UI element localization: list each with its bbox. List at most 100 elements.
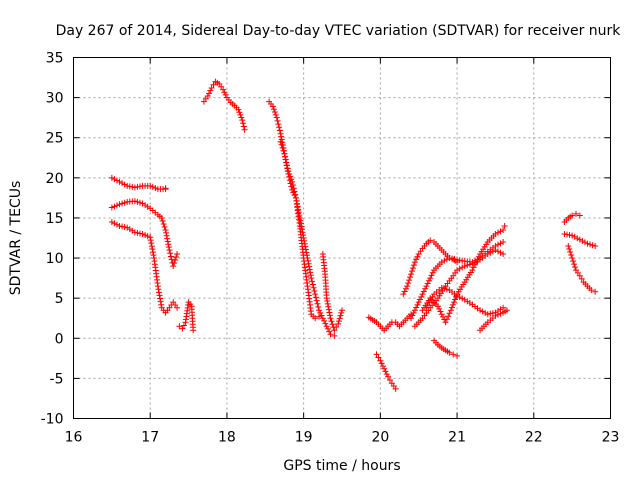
data-point xyxy=(494,229,501,236)
data-point xyxy=(282,156,289,163)
series-arc-19-9 xyxy=(365,311,415,334)
data-point xyxy=(567,249,574,256)
data-point xyxy=(581,239,588,246)
data-point xyxy=(418,293,425,300)
data-point xyxy=(204,93,211,100)
data-point xyxy=(400,291,407,298)
data-point xyxy=(409,312,416,319)
data-point xyxy=(277,138,284,145)
data-point xyxy=(323,323,330,330)
y-tick-label: 35 xyxy=(46,51,64,67)
x-tick-label: 21 xyxy=(448,430,466,446)
data-point xyxy=(576,212,583,219)
data-point xyxy=(315,307,322,314)
data-point xyxy=(149,249,156,256)
data-point xyxy=(450,351,457,358)
data-point xyxy=(410,262,417,269)
data-point xyxy=(456,257,463,264)
data-point xyxy=(291,188,298,195)
data-point xyxy=(286,171,293,178)
data-point xyxy=(131,184,138,191)
series-arc-steep-b xyxy=(277,138,322,322)
data-point xyxy=(210,81,217,88)
y-tick-label: 10 xyxy=(46,251,64,267)
data-point xyxy=(278,141,285,148)
data-point xyxy=(309,281,316,288)
data-point xyxy=(440,313,447,320)
data-point xyxy=(578,275,585,282)
data-point xyxy=(327,331,334,338)
data-point xyxy=(167,253,174,260)
data-point xyxy=(111,176,118,183)
data-point xyxy=(373,351,380,358)
data-point xyxy=(411,259,418,266)
data-point xyxy=(173,254,180,261)
data-point xyxy=(281,150,288,157)
data-point xyxy=(592,243,599,250)
grid-lines xyxy=(73,57,611,419)
data-point xyxy=(284,162,291,169)
data-point xyxy=(190,327,197,334)
data-point xyxy=(492,312,499,319)
series-arc-rise-a xyxy=(400,237,461,298)
data-point xyxy=(570,258,577,265)
data-point xyxy=(489,248,496,255)
data-point xyxy=(310,284,317,291)
y-tick-label: 5 xyxy=(55,291,64,307)
data-point xyxy=(423,283,430,290)
series-arc-low-left xyxy=(108,218,181,316)
data-point xyxy=(323,295,330,302)
x-tick-label: 16 xyxy=(65,430,83,446)
data-point xyxy=(319,315,326,322)
data-point xyxy=(276,127,283,134)
data-point xyxy=(142,232,149,239)
series-arc-17-4 xyxy=(176,299,197,334)
data-point xyxy=(589,242,596,249)
data-point xyxy=(438,311,445,318)
data-point xyxy=(405,280,412,287)
data-point xyxy=(155,286,162,293)
data-point xyxy=(285,168,292,175)
data-point xyxy=(492,230,499,237)
data-point xyxy=(325,306,332,313)
data-point xyxy=(386,376,393,383)
series-arc-22-5-low xyxy=(565,243,599,295)
data-point xyxy=(322,320,329,327)
data-point xyxy=(314,300,321,307)
data-point xyxy=(497,249,504,256)
y-tick-label: 30 xyxy=(46,91,64,107)
data-point xyxy=(271,109,278,116)
data-point xyxy=(308,275,315,282)
data-point xyxy=(584,240,591,247)
data-point xyxy=(451,256,458,263)
data-point xyxy=(500,226,507,233)
data-point xyxy=(587,241,594,248)
data-point xyxy=(413,304,420,311)
data-point xyxy=(336,315,343,322)
data-point xyxy=(164,238,171,245)
data-point xyxy=(442,319,449,326)
series-arc-22-5-mid xyxy=(561,230,599,250)
data-point xyxy=(482,309,489,316)
data-point xyxy=(312,315,319,322)
data-point xyxy=(576,236,583,243)
series-arc-dip xyxy=(431,337,461,359)
plot-frame xyxy=(73,57,611,419)
data-point xyxy=(437,308,444,315)
data-point xyxy=(381,365,388,372)
data-point xyxy=(113,221,120,228)
data-point xyxy=(492,247,499,254)
data-point xyxy=(121,224,128,231)
data-point xyxy=(592,288,599,295)
data-point xyxy=(338,309,345,316)
data-point xyxy=(270,106,277,113)
data-point xyxy=(116,178,123,185)
x-tick-label: 18 xyxy=(218,430,236,446)
data-point xyxy=(572,264,579,271)
data-point xyxy=(436,305,443,312)
data-point xyxy=(479,308,486,315)
data-point xyxy=(162,185,169,192)
data-point xyxy=(307,272,314,279)
data-point xyxy=(315,313,322,320)
